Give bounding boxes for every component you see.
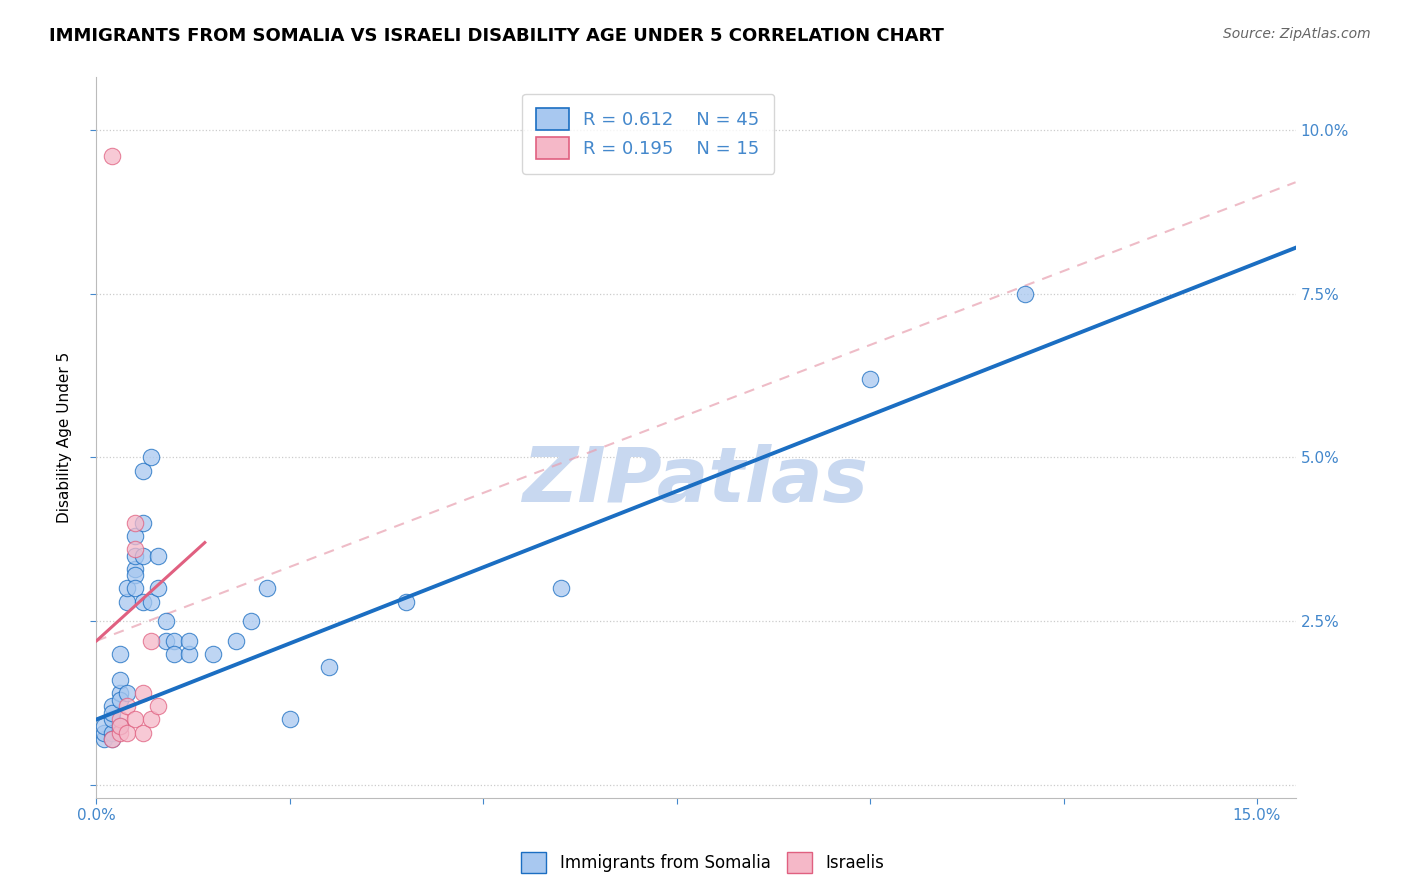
Point bbox=[148, 549, 170, 563]
Point bbox=[132, 594, 155, 608]
Point bbox=[179, 633, 201, 648]
Point bbox=[108, 647, 131, 661]
Point bbox=[278, 713, 301, 727]
Point bbox=[101, 699, 124, 714]
Point bbox=[163, 633, 186, 648]
Point bbox=[101, 149, 124, 163]
Point bbox=[117, 582, 139, 596]
Point bbox=[108, 719, 131, 733]
Point bbox=[155, 614, 177, 628]
Point bbox=[117, 686, 139, 700]
Point bbox=[240, 614, 263, 628]
Point bbox=[132, 725, 155, 739]
Point bbox=[318, 660, 340, 674]
Point bbox=[1014, 286, 1036, 301]
Point bbox=[124, 549, 146, 563]
Point bbox=[139, 594, 162, 608]
Text: IMMIGRANTS FROM SOMALIA VS ISRAELI DISABILITY AGE UNDER 5 CORRELATION CHART: IMMIGRANTS FROM SOMALIA VS ISRAELI DISAB… bbox=[49, 27, 943, 45]
Point bbox=[124, 516, 146, 530]
Point bbox=[108, 673, 131, 687]
Point bbox=[117, 725, 139, 739]
Point bbox=[124, 542, 146, 557]
Point bbox=[117, 699, 139, 714]
Text: Source: ZipAtlas.com: Source: ZipAtlas.com bbox=[1223, 27, 1371, 41]
Point bbox=[93, 725, 115, 739]
Point bbox=[108, 719, 131, 733]
Point bbox=[148, 699, 170, 714]
Point bbox=[124, 568, 146, 582]
Point bbox=[108, 725, 131, 739]
Point bbox=[139, 633, 162, 648]
Point bbox=[395, 594, 418, 608]
Point bbox=[124, 562, 146, 576]
Point bbox=[132, 686, 155, 700]
Point bbox=[256, 582, 278, 596]
Point bbox=[124, 582, 146, 596]
Point bbox=[155, 633, 177, 648]
Legend: R = 0.612    N = 45, R = 0.195    N = 15: R = 0.612 N = 45, R = 0.195 N = 15 bbox=[522, 94, 775, 174]
Point bbox=[108, 713, 131, 727]
Point bbox=[101, 732, 124, 747]
Point bbox=[139, 713, 162, 727]
Point bbox=[101, 732, 124, 747]
Point bbox=[93, 719, 115, 733]
Point bbox=[201, 647, 224, 661]
Point bbox=[101, 713, 124, 727]
Y-axis label: Disability Age Under 5: Disability Age Under 5 bbox=[58, 352, 72, 524]
Point bbox=[117, 594, 139, 608]
Point bbox=[124, 529, 146, 543]
Legend: Immigrants from Somalia, Israelis: Immigrants from Somalia, Israelis bbox=[515, 846, 891, 880]
Point bbox=[132, 516, 155, 530]
Point bbox=[93, 732, 115, 747]
Point bbox=[132, 549, 155, 563]
Point bbox=[148, 582, 170, 596]
Point bbox=[124, 713, 146, 727]
Point bbox=[101, 706, 124, 720]
Point bbox=[139, 450, 162, 465]
Text: ZIPatlas: ZIPatlas bbox=[523, 444, 869, 518]
Point bbox=[550, 582, 572, 596]
Point bbox=[179, 647, 201, 661]
Point bbox=[108, 693, 131, 707]
Point bbox=[132, 463, 155, 477]
Point bbox=[101, 725, 124, 739]
Point bbox=[163, 647, 186, 661]
Point bbox=[225, 633, 247, 648]
Point bbox=[859, 372, 882, 386]
Point bbox=[108, 686, 131, 700]
